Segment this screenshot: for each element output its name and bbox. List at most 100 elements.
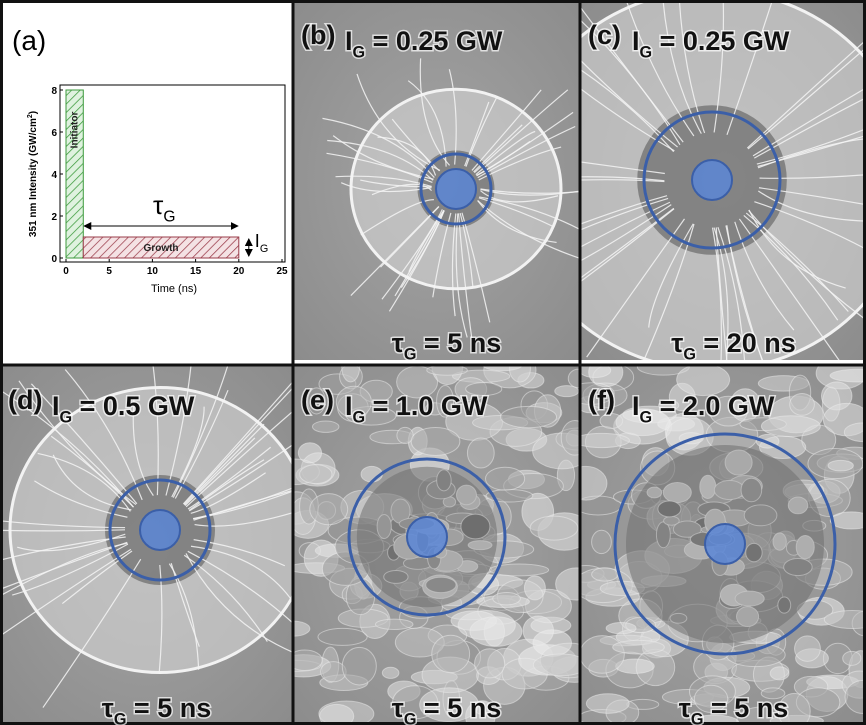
texture [300, 465, 332, 484]
texture [432, 635, 470, 672]
x-tick-label: 25 [276, 266, 288, 277]
texture [298, 443, 321, 463]
texture [828, 460, 853, 471]
texture [384, 570, 408, 583]
beam-spot [436, 169, 476, 209]
texture [586, 694, 629, 714]
texture [375, 619, 413, 629]
texture [456, 485, 476, 505]
y-tick-label: 6 [51, 128, 57, 139]
value-text: = 2.0 GW [652, 391, 775, 421]
symbol: τ [392, 693, 404, 723]
texture [735, 591, 764, 606]
texture [606, 623, 636, 634]
y-tick-label: 4 [51, 170, 57, 181]
symbol: τ [671, 328, 683, 358]
panel-label: (a) [12, 25, 46, 56]
texture [310, 494, 348, 525]
value-text: = 0.25 GW [365, 26, 503, 56]
texture [382, 667, 399, 678]
subscript: G [640, 409, 653, 427]
value-text: = 0.5 GW [72, 391, 195, 421]
subscript: G [260, 243, 268, 255]
texture [426, 577, 456, 592]
y-label-text: 351 nm Intensity (GW/cm [28, 118, 39, 237]
y-label-suffix: ) [28, 111, 39, 114]
subscript: G [163, 208, 175, 225]
texture [725, 450, 752, 475]
panel-label: (c) [588, 20, 621, 50]
texture [475, 649, 505, 678]
beam-spot [692, 160, 732, 200]
x-tick-label: 20 [233, 266, 245, 277]
texture [778, 597, 791, 613]
subscript: G [683, 346, 696, 364]
texture [318, 628, 367, 645]
texture [746, 543, 762, 561]
texture [312, 421, 338, 432]
symbol: I [52, 391, 60, 421]
value-text: = 1.0 GW [365, 391, 488, 421]
x-tick-label: 5 [106, 266, 112, 277]
symbol: τ [102, 693, 114, 723]
texture [470, 617, 522, 647]
x-tick-label: 0 [63, 266, 69, 277]
texture [574, 433, 630, 447]
symbol: I [632, 26, 640, 56]
texture [555, 386, 579, 397]
texture [530, 516, 578, 540]
texture [647, 487, 662, 498]
texture [427, 365, 468, 375]
texture [770, 667, 789, 680]
texture [796, 535, 814, 558]
texture [741, 478, 762, 502]
symbol: τ [679, 693, 691, 723]
value-text: = 20 ns [696, 328, 796, 358]
beam-spot [705, 524, 745, 564]
texture [411, 427, 460, 455]
symbol: I [632, 391, 640, 421]
texture [663, 482, 691, 502]
subscript: G [60, 409, 73, 427]
figure: 051015202502468Time (ns)351 nm Intensity… [0, 0, 866, 725]
texture [485, 467, 524, 490]
value-text: = 5 ns [126, 693, 211, 723]
value-text: = 5 ns [416, 693, 501, 723]
value-text: = 0.25 GW [652, 26, 790, 56]
subscript: G [353, 44, 366, 62]
texture [670, 613, 687, 623]
texture [613, 640, 665, 654]
texture [437, 470, 451, 491]
x-axis-label: Time (ns) [151, 283, 197, 295]
texture [843, 651, 861, 665]
texture [744, 505, 777, 526]
texture [790, 394, 815, 416]
texture [795, 636, 821, 661]
texture [737, 607, 759, 627]
texture [700, 475, 716, 498]
subscript: G [640, 44, 653, 62]
texture [592, 568, 618, 581]
x-tick-label: 15 [190, 266, 202, 277]
subscript: G [691, 711, 704, 725]
beam-spot [140, 510, 180, 550]
bar-label: Initiator [69, 112, 80, 149]
texture [589, 358, 623, 387]
y-axis-label: 351 nm Intensity (GW/cm2) [27, 111, 39, 237]
panel-label: (d) [8, 385, 42, 415]
subscript: G [353, 409, 366, 427]
panel-label: (e) [301, 385, 334, 415]
texture [784, 559, 813, 576]
texture [524, 576, 545, 600]
bar-label: Growth [144, 243, 179, 254]
texture [461, 514, 490, 539]
subscript: G [114, 711, 127, 725]
panel-label: (b) [301, 20, 335, 50]
texture [656, 522, 670, 548]
y-tick-label: 8 [51, 86, 57, 97]
subscript: G [404, 711, 417, 725]
symbol: I [345, 391, 353, 421]
beam-spot [407, 517, 447, 557]
texture [830, 512, 866, 529]
texture [377, 515, 391, 539]
